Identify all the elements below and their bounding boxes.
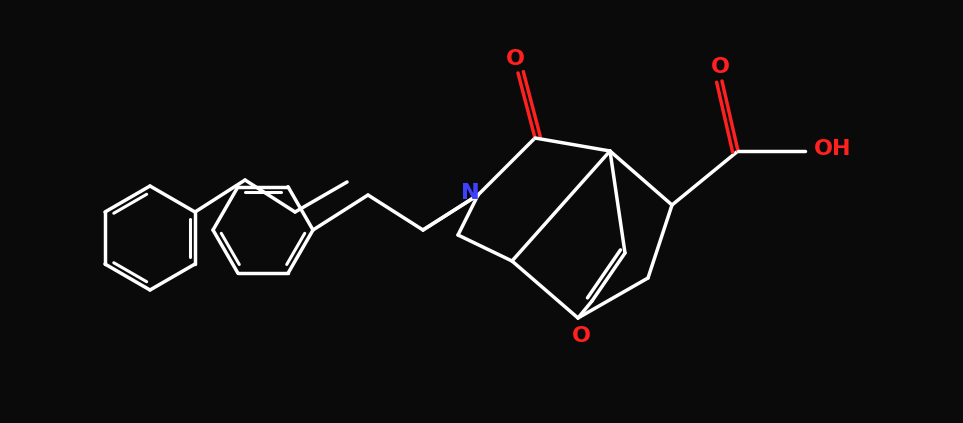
Text: N: N xyxy=(460,183,480,203)
Text: O: O xyxy=(506,49,525,69)
Text: O: O xyxy=(571,326,590,346)
Text: N: N xyxy=(460,183,480,203)
Text: OH: OH xyxy=(815,139,851,159)
Text: O: O xyxy=(711,57,730,77)
